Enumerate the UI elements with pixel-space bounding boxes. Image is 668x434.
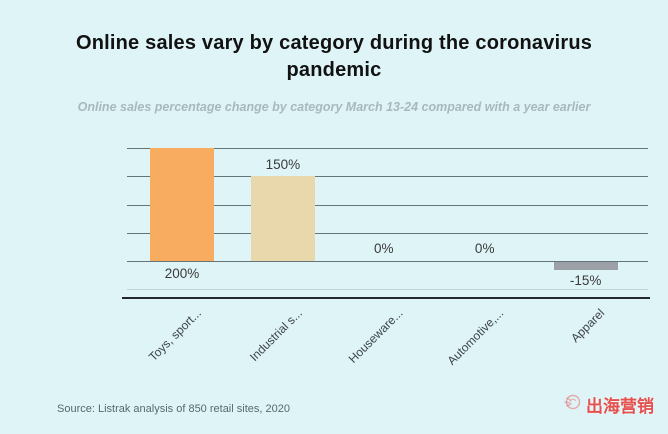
gridline-0 [127, 261, 648, 262]
x-axis-line [122, 297, 650, 299]
value-label-1: 150% [265, 157, 301, 173]
chart-title: Online sales vary by category during the… [75, 32, 593, 81]
category-label-2: Houseware... [345, 306, 406, 366]
chart-subtitle: Online sales percentage change by catego… [77, 100, 591, 114]
bar-4 [553, 262, 618, 271]
category-label-3: Automotive,... [444, 306, 507, 368]
category-label-4: Apparel [568, 306, 608, 346]
gridline--50 [127, 289, 648, 291]
brand-name: 出海营销 [586, 397, 654, 416]
gridline-100 [127, 204, 648, 206]
category-label-0: Toys, sport... [145, 306, 204, 365]
value-label-3: 0% [474, 241, 495, 256]
gridline-50 [127, 232, 648, 234]
source-note: Source: Listrak analysis of 850 retail s… [57, 403, 290, 415]
category-label-1: Industrial s... [246, 306, 305, 365]
value-label-2: 0% [374, 241, 394, 256]
bar-1 [250, 176, 315, 261]
plot-area: 200% 150% 0% 0% -15% [127, 148, 648, 291]
gridline-200 [127, 148, 648, 149]
bar-0 [150, 148, 214, 261]
value-label-0: 200% [164, 266, 200, 281]
gridline-150 [127, 176, 648, 178]
value-label-4: -15% [569, 273, 602, 289]
globe-sketch-icon [562, 392, 582, 417]
brand-watermark: 出海营销 [562, 392, 654, 417]
